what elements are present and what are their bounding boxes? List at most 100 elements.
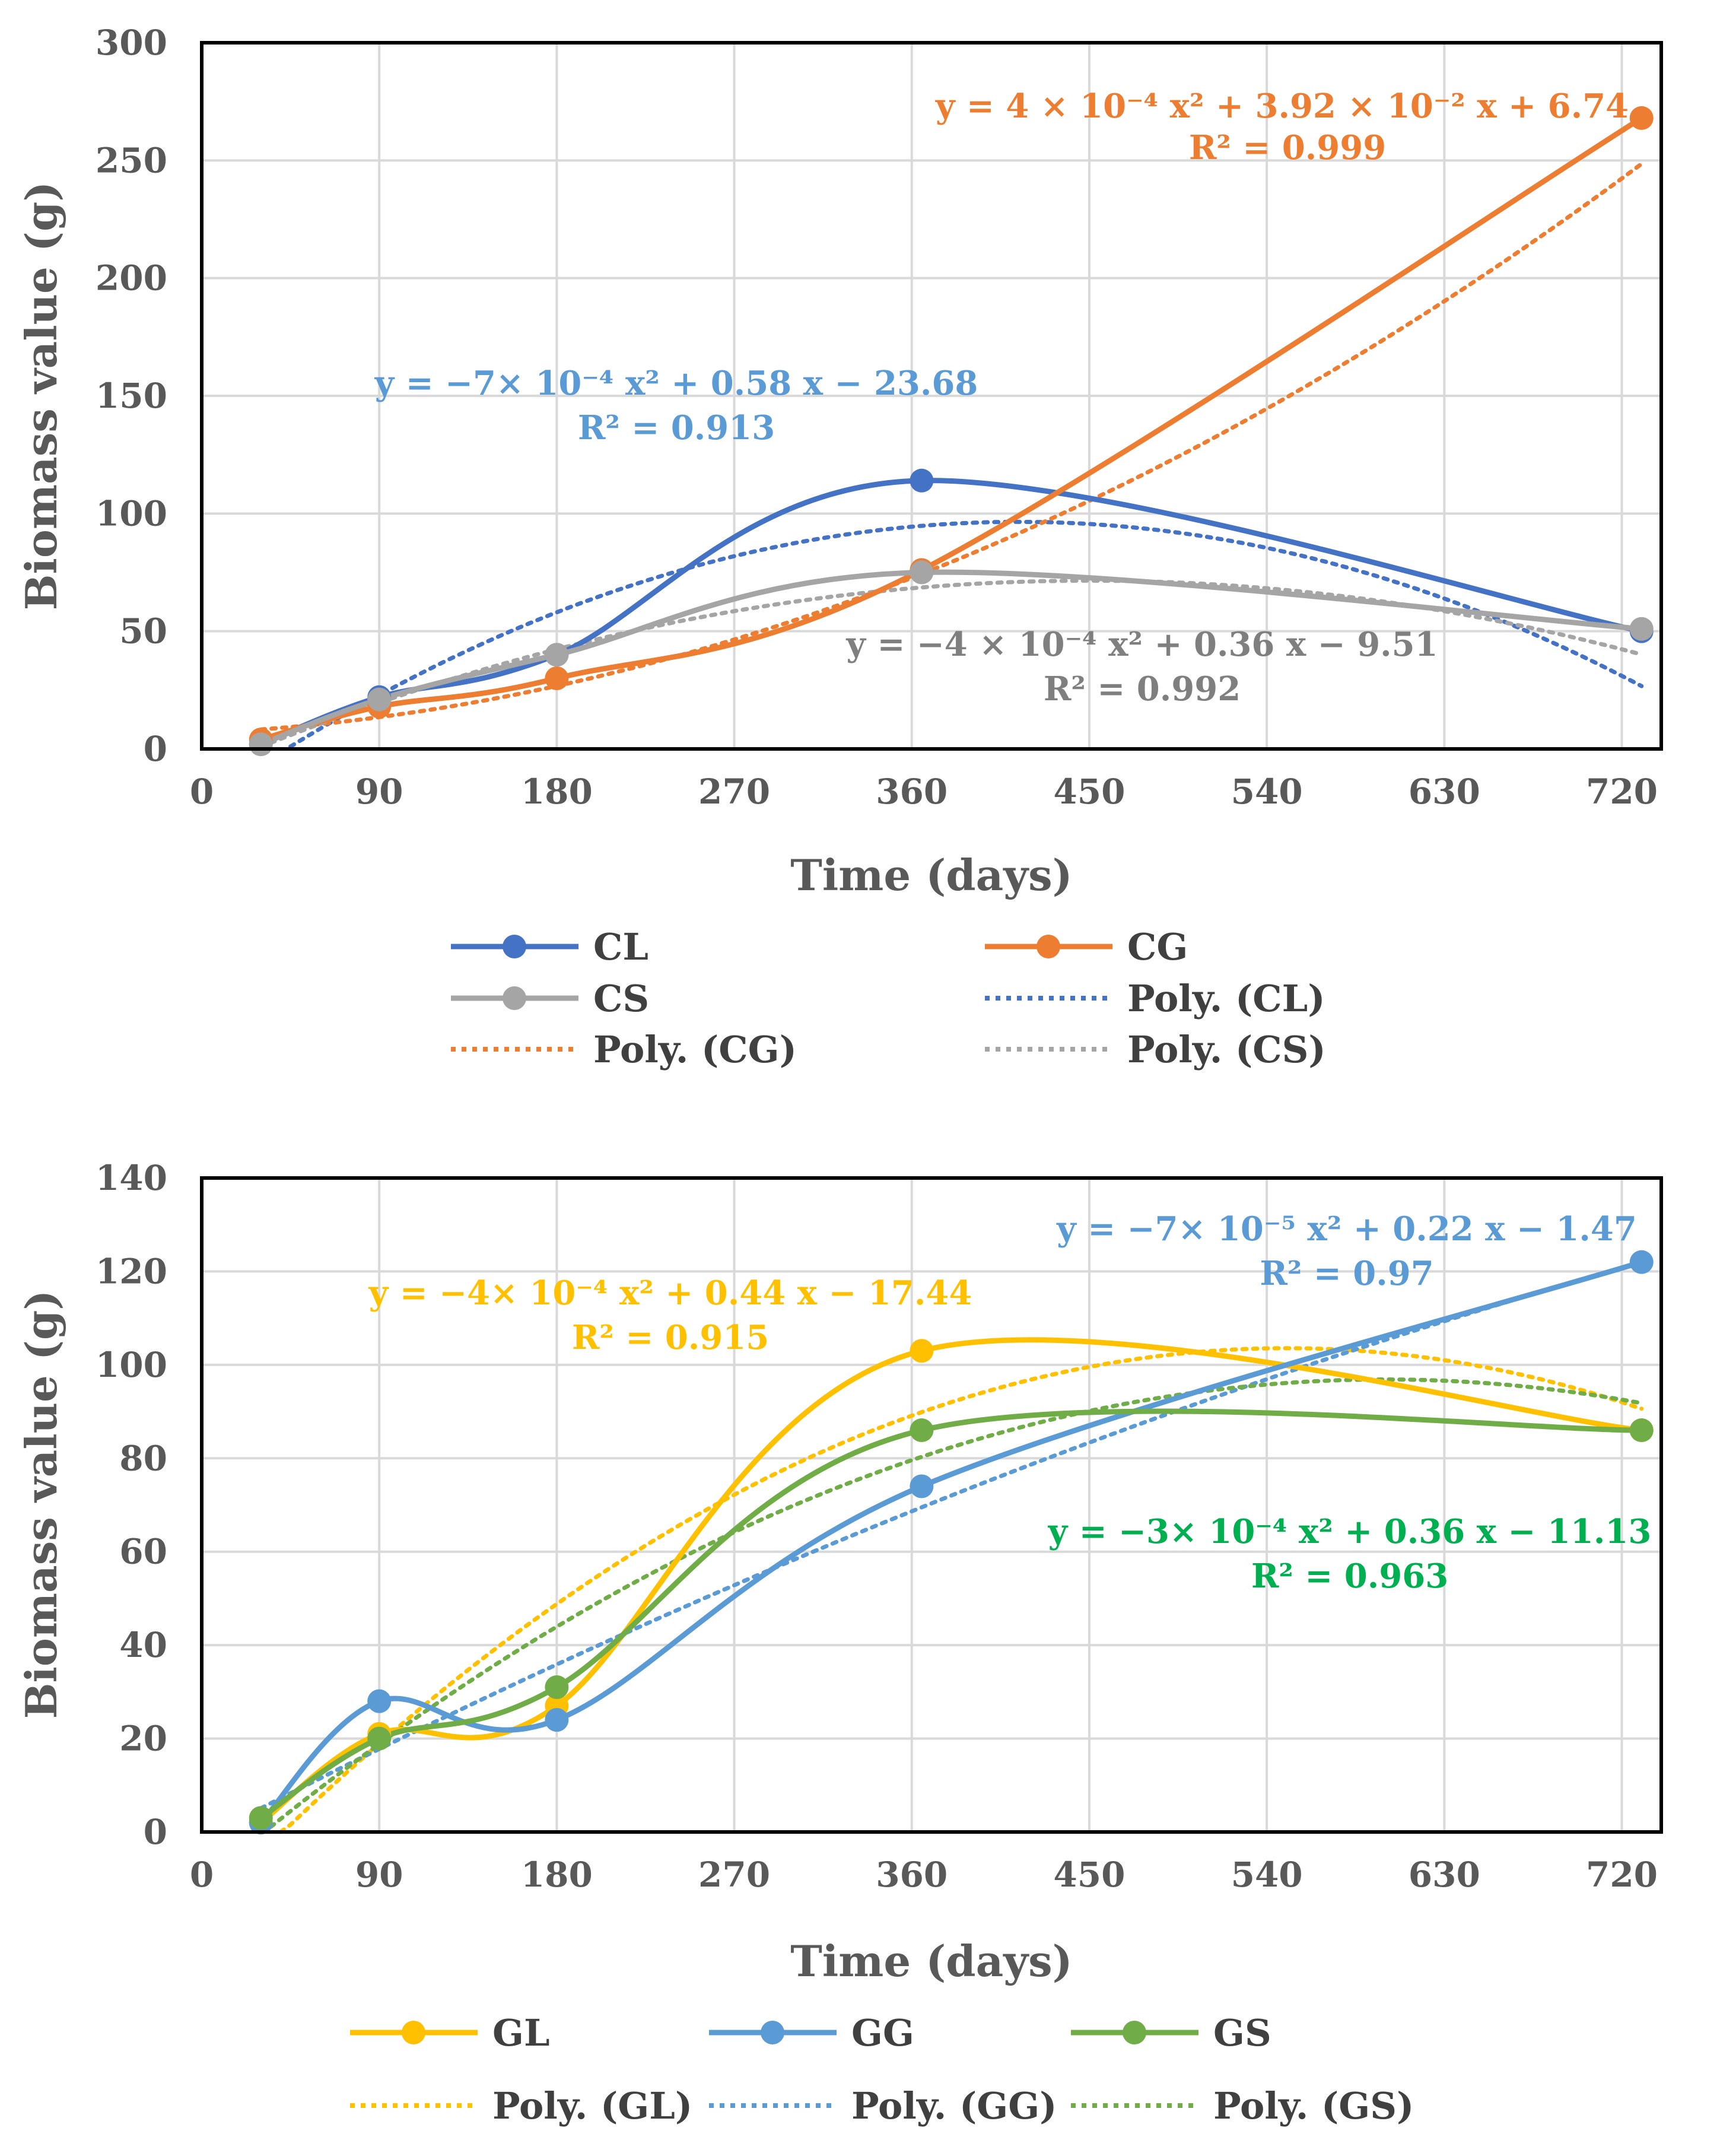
tick-labels: 0 90 180 270 360 450 540 630 720 0 50 100 150 200 250 3… <box>96 23 1658 812</box>
x-tick-label: 540 <box>1231 771 1303 812</box>
y-tick-label: 80 <box>119 1438 167 1478</box>
y-tick-label: 150 <box>96 376 167 416</box>
x-axis-title: Time (days) <box>790 850 1073 900</box>
legend-item-poly-gl: Poly. (GL) <box>350 2084 692 2128</box>
legend-label-gl: GL <box>492 2011 550 2055</box>
equation-cl: y = −7× 10⁻⁴ x² + 0.58 x − 23.68 <box>374 364 978 403</box>
x-tick-label: 360 <box>876 1855 948 1895</box>
legend-label-poly-gg: Poly. (GG) <box>851 2084 1057 2128</box>
legend-item-poly-gs: Poly. (GS) <box>1071 2084 1414 2128</box>
y-tick-label: 100 <box>96 493 167 534</box>
data-point-cg <box>1629 106 1654 130</box>
series-lines <box>249 106 1654 757</box>
legend-label-poly-cl: Poly. (CL) <box>1127 977 1325 1020</box>
x-tick-label: 0 <box>190 1855 214 1895</box>
x-tick-label: 180 <box>521 1855 593 1895</box>
y-tick-label: 0 <box>144 1812 167 1852</box>
x-tick-label: 540 <box>1231 1855 1303 1895</box>
trendline-polycl <box>288 519 1644 749</box>
y-tick-label: 200 <box>96 258 167 299</box>
data-point-gs <box>249 1806 273 1830</box>
legend-top: CL CG CS Poly. (CL) Poly. (CG) <box>451 925 1326 1071</box>
trendline-polygs <box>268 1377 1644 1829</box>
r2-gl: R² = 0.915 <box>572 1318 769 1357</box>
data-point-cl <box>910 468 934 493</box>
tick-labels: 0 90 180 270 360 450 540 630 720 0 20 40 60 80 100 120 1… <box>96 1158 1658 1895</box>
legend-label-poly-cs: Poly. (CS) <box>1127 1028 1326 1071</box>
r2-cs: R² = 0.992 <box>1044 669 1241 709</box>
legend-label-cl: CL <box>593 925 648 969</box>
y-axis-title: Biomass value (g) <box>16 182 66 611</box>
legend-item-poly-cg: Poly. (CG) <box>451 1028 797 1071</box>
r2-cl: R² = 0.913 <box>578 408 775 447</box>
legend-label-cg: CG <box>1127 925 1188 969</box>
data-point-gl <box>910 1339 934 1363</box>
equation-gg: y = −7× 10⁻⁵ x² + 0.22 x − 1.47 <box>1056 1209 1637 1249</box>
legend-bottom: GL GG GS Poly. (GL) Poly. (GG) <box>350 2011 1414 2128</box>
y-tick-label: 20 <box>119 1719 167 1759</box>
x-tick-label: 180 <box>521 771 593 812</box>
legend-label-gs: GS <box>1213 2011 1271 2055</box>
x-tick-label: 270 <box>698 1855 770 1895</box>
x-tick-label: 450 <box>1053 1855 1125 1895</box>
data-point-cg <box>545 666 569 690</box>
legend-label-poly-gs: Poly. (GS) <box>1213 2084 1414 2128</box>
data-point-gs <box>367 1726 392 1751</box>
legend-label-cs: CS <box>593 977 649 1020</box>
plot-frame <box>200 1176 1663 1834</box>
data-point-gg <box>367 1689 392 1713</box>
x-tick-label: 90 <box>355 771 403 812</box>
data-point-cs <box>1629 617 1654 641</box>
y-tick-label: 120 <box>96 1251 167 1291</box>
y-tick-label: 40 <box>119 1625 167 1665</box>
x-tick-label: 450 <box>1053 771 1125 812</box>
r2-gs: R² = 0.963 <box>1251 1557 1448 1596</box>
legend-item-poly-cs: Poly. (CS) <box>985 1028 1326 1071</box>
data-point-gg <box>545 1708 569 1732</box>
trendline-polycg <box>259 161 1644 732</box>
legend-label-poly-cg: Poly. (CG) <box>593 1028 797 1071</box>
y-tick-label: 0 <box>144 729 167 769</box>
y-tick-label: 50 <box>119 611 167 652</box>
trendline-polygl <box>278 1346 1644 1834</box>
legend-item-cl: CL <box>451 925 648 969</box>
legend-item-gl: GL <box>350 2011 550 2055</box>
x-tick-label: 360 <box>876 771 948 812</box>
equation-cg: y = 4 × 10⁻⁴ x² + 3.92 × 10⁻² x + 6.74 <box>935 87 1629 126</box>
y-tick-label: 250 <box>96 140 167 180</box>
legend-item-poly-gg: Poly. (GG) <box>709 2084 1057 2128</box>
x-axis-title: Time (days) <box>790 1936 1073 1986</box>
x-tick-label: 0 <box>190 771 214 812</box>
legend-label-gg: GG <box>851 2011 914 2055</box>
equation-gs: y = −3× 10⁻⁴ x² + 0.36 x − 11.13 <box>1048 1512 1652 1551</box>
equation-gl: y = −4× 10⁻⁴ x² + 0.44 x − 17.44 <box>368 1274 972 1313</box>
y-tick-label: 140 <box>96 1158 167 1198</box>
chart-top: 0 90 180 270 360 450 540 630 720 0 50 100 150 200 250 3… <box>16 23 1663 1071</box>
data-point-gs <box>545 1675 569 1699</box>
legend-item-poly-cl: Poly. (CL) <box>985 977 1325 1020</box>
legend-item-cs: CS <box>451 977 649 1020</box>
y-tick-label: 60 <box>119 1532 167 1572</box>
x-tick-label: 630 <box>1409 1855 1480 1895</box>
legend-item-cg: CG <box>985 925 1188 969</box>
data-point-gs <box>910 1418 934 1443</box>
data-point-gs <box>1629 1418 1654 1443</box>
r2-cg: R² = 0.999 <box>1189 128 1386 167</box>
gridlines <box>202 1177 1661 1832</box>
y-tick-label: 100 <box>96 1345 167 1385</box>
r2-gg: R² = 0.97 <box>1260 1254 1433 1293</box>
plot-frame <box>200 41 1663 751</box>
x-tick-label: 90 <box>355 1855 403 1895</box>
trendline-polygg <box>259 1260 1644 1811</box>
x-tick-label: 720 <box>1586 771 1658 812</box>
y-tick-label: 300 <box>96 23 167 63</box>
x-tick-label: 720 <box>1586 1855 1658 1895</box>
legend-item-gg: GG <box>709 2011 914 2055</box>
equation-cs: y = −4 × 10⁻⁴ x² + 0.36 x − 9.51 <box>845 625 1438 664</box>
series-lines <box>249 1250 1654 1835</box>
data-point-cs <box>367 687 392 712</box>
chart-bottom: 0 90 180 270 360 450 540 630 720 0 20 40 60 80 100 120 1… <box>16 1158 1663 2128</box>
data-point-gg <box>1629 1250 1654 1274</box>
data-point-cs <box>249 732 273 757</box>
